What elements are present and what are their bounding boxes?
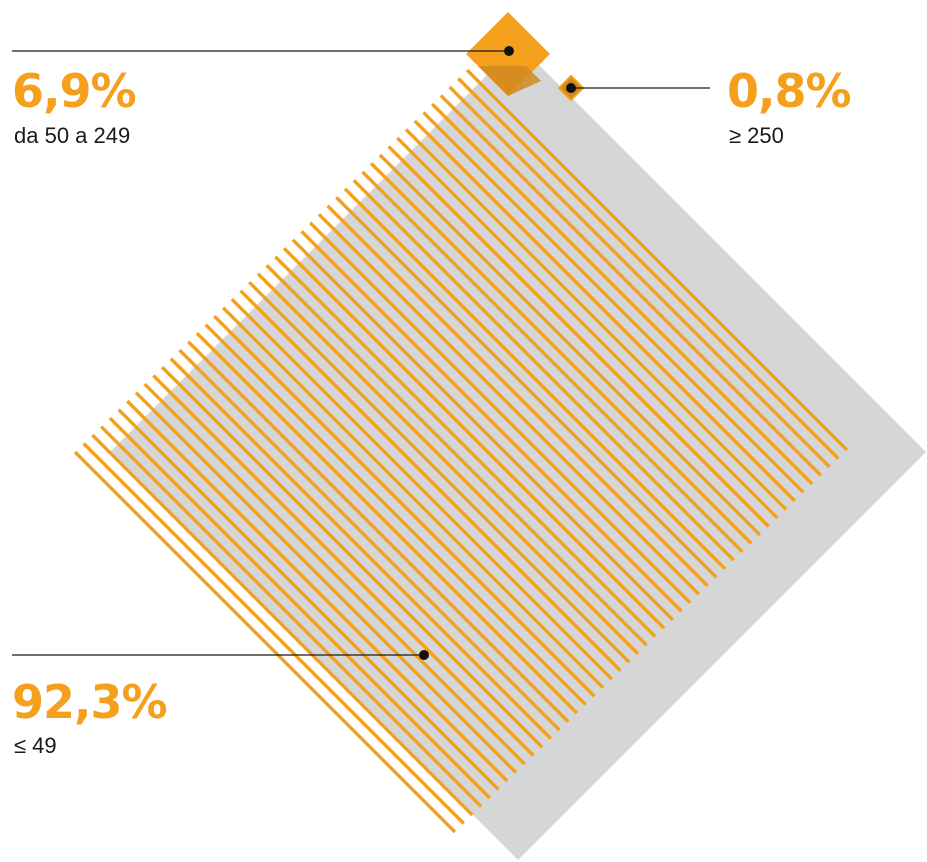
hatch-line: [195, 331, 579, 715]
hatch-line: [300, 230, 683, 613]
hatch-line: [143, 382, 526, 766]
hatch-line: [126, 399, 509, 783]
hatch-line: [369, 162, 753, 545]
hatch-line: [82, 442, 465, 825]
hatch-line: [239, 289, 622, 672]
hatch-line: [291, 238, 674, 621]
value-label-small-firms: 92,3%: [12, 675, 168, 729]
hatch-line: [378, 153, 762, 537]
hatch-line: [387, 145, 770, 528]
hatch-line: [152, 374, 535, 757]
hatch-line: [204, 323, 587, 706]
value-label-large-firms: 0,8%: [727, 64, 852, 118]
hatch-line: [343, 187, 727, 571]
hatch-line: [396, 136, 779, 520]
hatch-line: [213, 314, 596, 698]
hatch-line: [430, 102, 814, 486]
hatch-line: [160, 365, 544, 749]
hatch-line: [274, 255, 657, 638]
hatch-line: [221, 306, 605, 689]
hatch-line: [422, 111, 805, 494]
category-label-large-firms: ≥ 250: [729, 123, 784, 148]
hatch-line: [108, 416, 492, 800]
hatch-line: [465, 68, 849, 452]
hatch-line: [117, 408, 500, 791]
hatch-line: [187, 340, 570, 723]
hatch-line: [169, 357, 553, 740]
hatch-line: [457, 77, 840, 460]
hatch-line: [91, 433, 474, 817]
hatch-line: [448, 85, 831, 469]
hatch-line: [326, 204, 709, 588]
hatch-line: [413, 119, 796, 503]
hatch-line: [248, 281, 631, 664]
category-label-mid-firms: da 50 a 249: [14, 123, 131, 148]
hatch-line: [73, 450, 457, 834]
hatch-line: [256, 272, 640, 655]
hatch-line: [361, 170, 744, 554]
marker-dot-small-firms: [419, 650, 429, 660]
hatch-line: [308, 221, 692, 605]
hatch-line: [335, 196, 718, 579]
hatch-line: [352, 179, 735, 562]
hatch-line: [265, 264, 648, 647]
hatch-line: [317, 213, 701, 596]
hatch-line: [230, 297, 614, 681]
marker-dot-large-firms: [566, 83, 576, 93]
category-label-small-firms: ≤ 49: [14, 733, 57, 758]
hatch-line: [404, 128, 788, 511]
background-diamond: [110, 44, 926, 860]
value-label-mid-firms: 6,9%: [12, 64, 137, 118]
hatch-line: [178, 348, 561, 732]
hatch-line: [282, 247, 666, 630]
diamond-mid-firms-overlap: [478, 66, 541, 96]
hatch-line: [134, 391, 518, 774]
marker-dot-mid-firms: [504, 46, 514, 56]
hatch-line: [99, 425, 483, 808]
hatch-lines-small-firms: [73, 68, 849, 834]
hatch-line: [439, 94, 823, 477]
